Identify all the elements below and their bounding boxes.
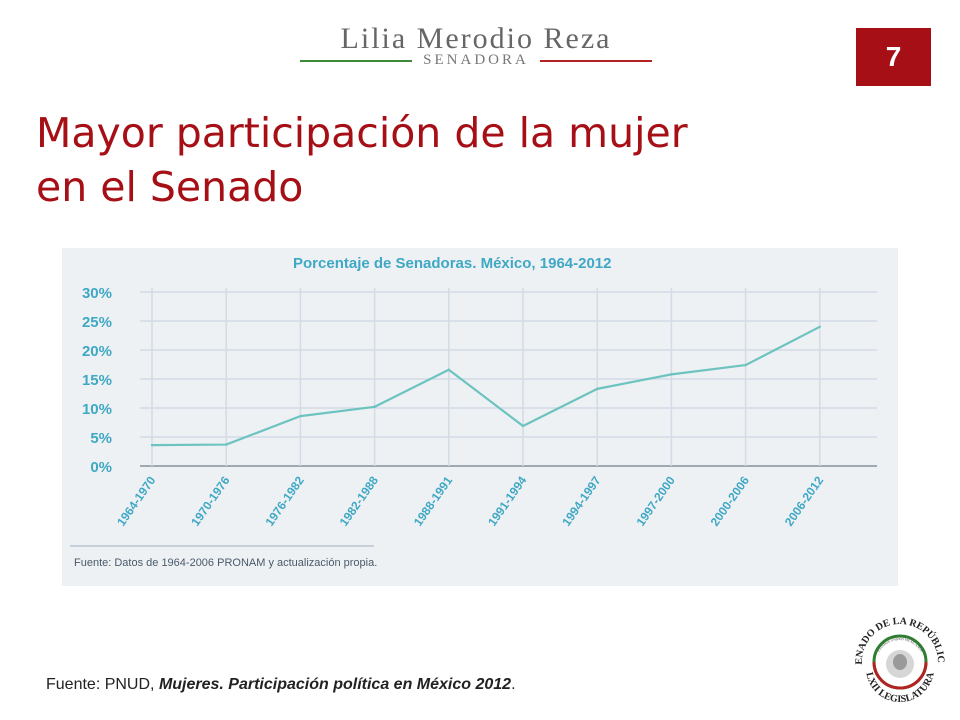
footer-prefix: Fuente: PNUD, bbox=[46, 676, 159, 693]
x-tick-label: 2000-2006 bbox=[708, 473, 753, 528]
footer-publication-title: Mujeres. Participación política en Méxic… bbox=[158, 676, 512, 693]
series-line bbox=[151, 325, 821, 447]
chart-source-note: Fuente: Datos de 1964-2006 PRONAM y actu… bbox=[74, 557, 377, 569]
y-tick-label: 15% bbox=[82, 372, 112, 389]
x-tick-label: 1964-1970 bbox=[114, 473, 159, 528]
data-point bbox=[521, 424, 525, 428]
x-tick-label: 1982-1988 bbox=[337, 473, 382, 528]
slide-title: Mayor participación de la mujer en el Se… bbox=[36, 106, 856, 214]
data-point bbox=[225, 443, 228, 446]
chart-title: Porcentaje de Senadoras. México, 1964-20… bbox=[293, 255, 612, 272]
green-rule bbox=[300, 60, 412, 62]
x-tick-label: 1997-2000 bbox=[633, 473, 678, 528]
x-tick-label: 1988-1991 bbox=[411, 473, 456, 528]
y-tick-label: 5% bbox=[90, 430, 112, 447]
data-point bbox=[447, 368, 450, 371]
chart-panel: Porcentaje de Senadoras. México, 1964-20… bbox=[62, 248, 898, 586]
x-tick-label: 1976-1982 bbox=[262, 473, 307, 528]
x-tick-label: 2006-2012 bbox=[782, 473, 827, 528]
line-chart: Porcentaje de Senadoras. México, 1964-20… bbox=[70, 255, 877, 569]
data-point bbox=[818, 325, 821, 328]
data-point bbox=[670, 373, 673, 376]
y-tick-label: 0% bbox=[90, 459, 112, 476]
red-rule bbox=[540, 60, 652, 62]
data-point bbox=[744, 363, 747, 367]
senate-seal-logo: SENADO DE LA REPÚBLICA ESTADOS UNIDOS ME… bbox=[852, 612, 946, 705]
y-tick-label: 20% bbox=[82, 343, 112, 360]
y-tick-label: 25% bbox=[82, 314, 112, 331]
slide-title-line-1: Mayor participación de la mujer bbox=[36, 109, 688, 157]
footer-source: Fuente: PNUD, Mujeres. Participación pol… bbox=[46, 676, 516, 694]
page-number-badge: 7 bbox=[856, 28, 931, 86]
footer-suffix: . bbox=[511, 676, 516, 693]
data-point bbox=[373, 405, 376, 409]
y-tick-label: 10% bbox=[82, 401, 112, 418]
x-tick-label: 1991-1994 bbox=[485, 473, 530, 528]
x-tick-label: 1994-1997 bbox=[559, 473, 604, 528]
x-tick-label: 1970-1976 bbox=[188, 473, 233, 528]
slide-title-line-2: en el Senado bbox=[36, 163, 304, 211]
senator-name-logo: Lilia Merodio Reza bbox=[340, 22, 612, 55]
senator-subtitle: SENADORA bbox=[300, 52, 652, 68]
senator-role: SENADORA bbox=[423, 52, 529, 68]
data-point bbox=[596, 387, 599, 391]
data-point bbox=[150, 443, 154, 447]
y-tick-label: 30% bbox=[82, 285, 112, 302]
data-point bbox=[299, 414, 302, 418]
